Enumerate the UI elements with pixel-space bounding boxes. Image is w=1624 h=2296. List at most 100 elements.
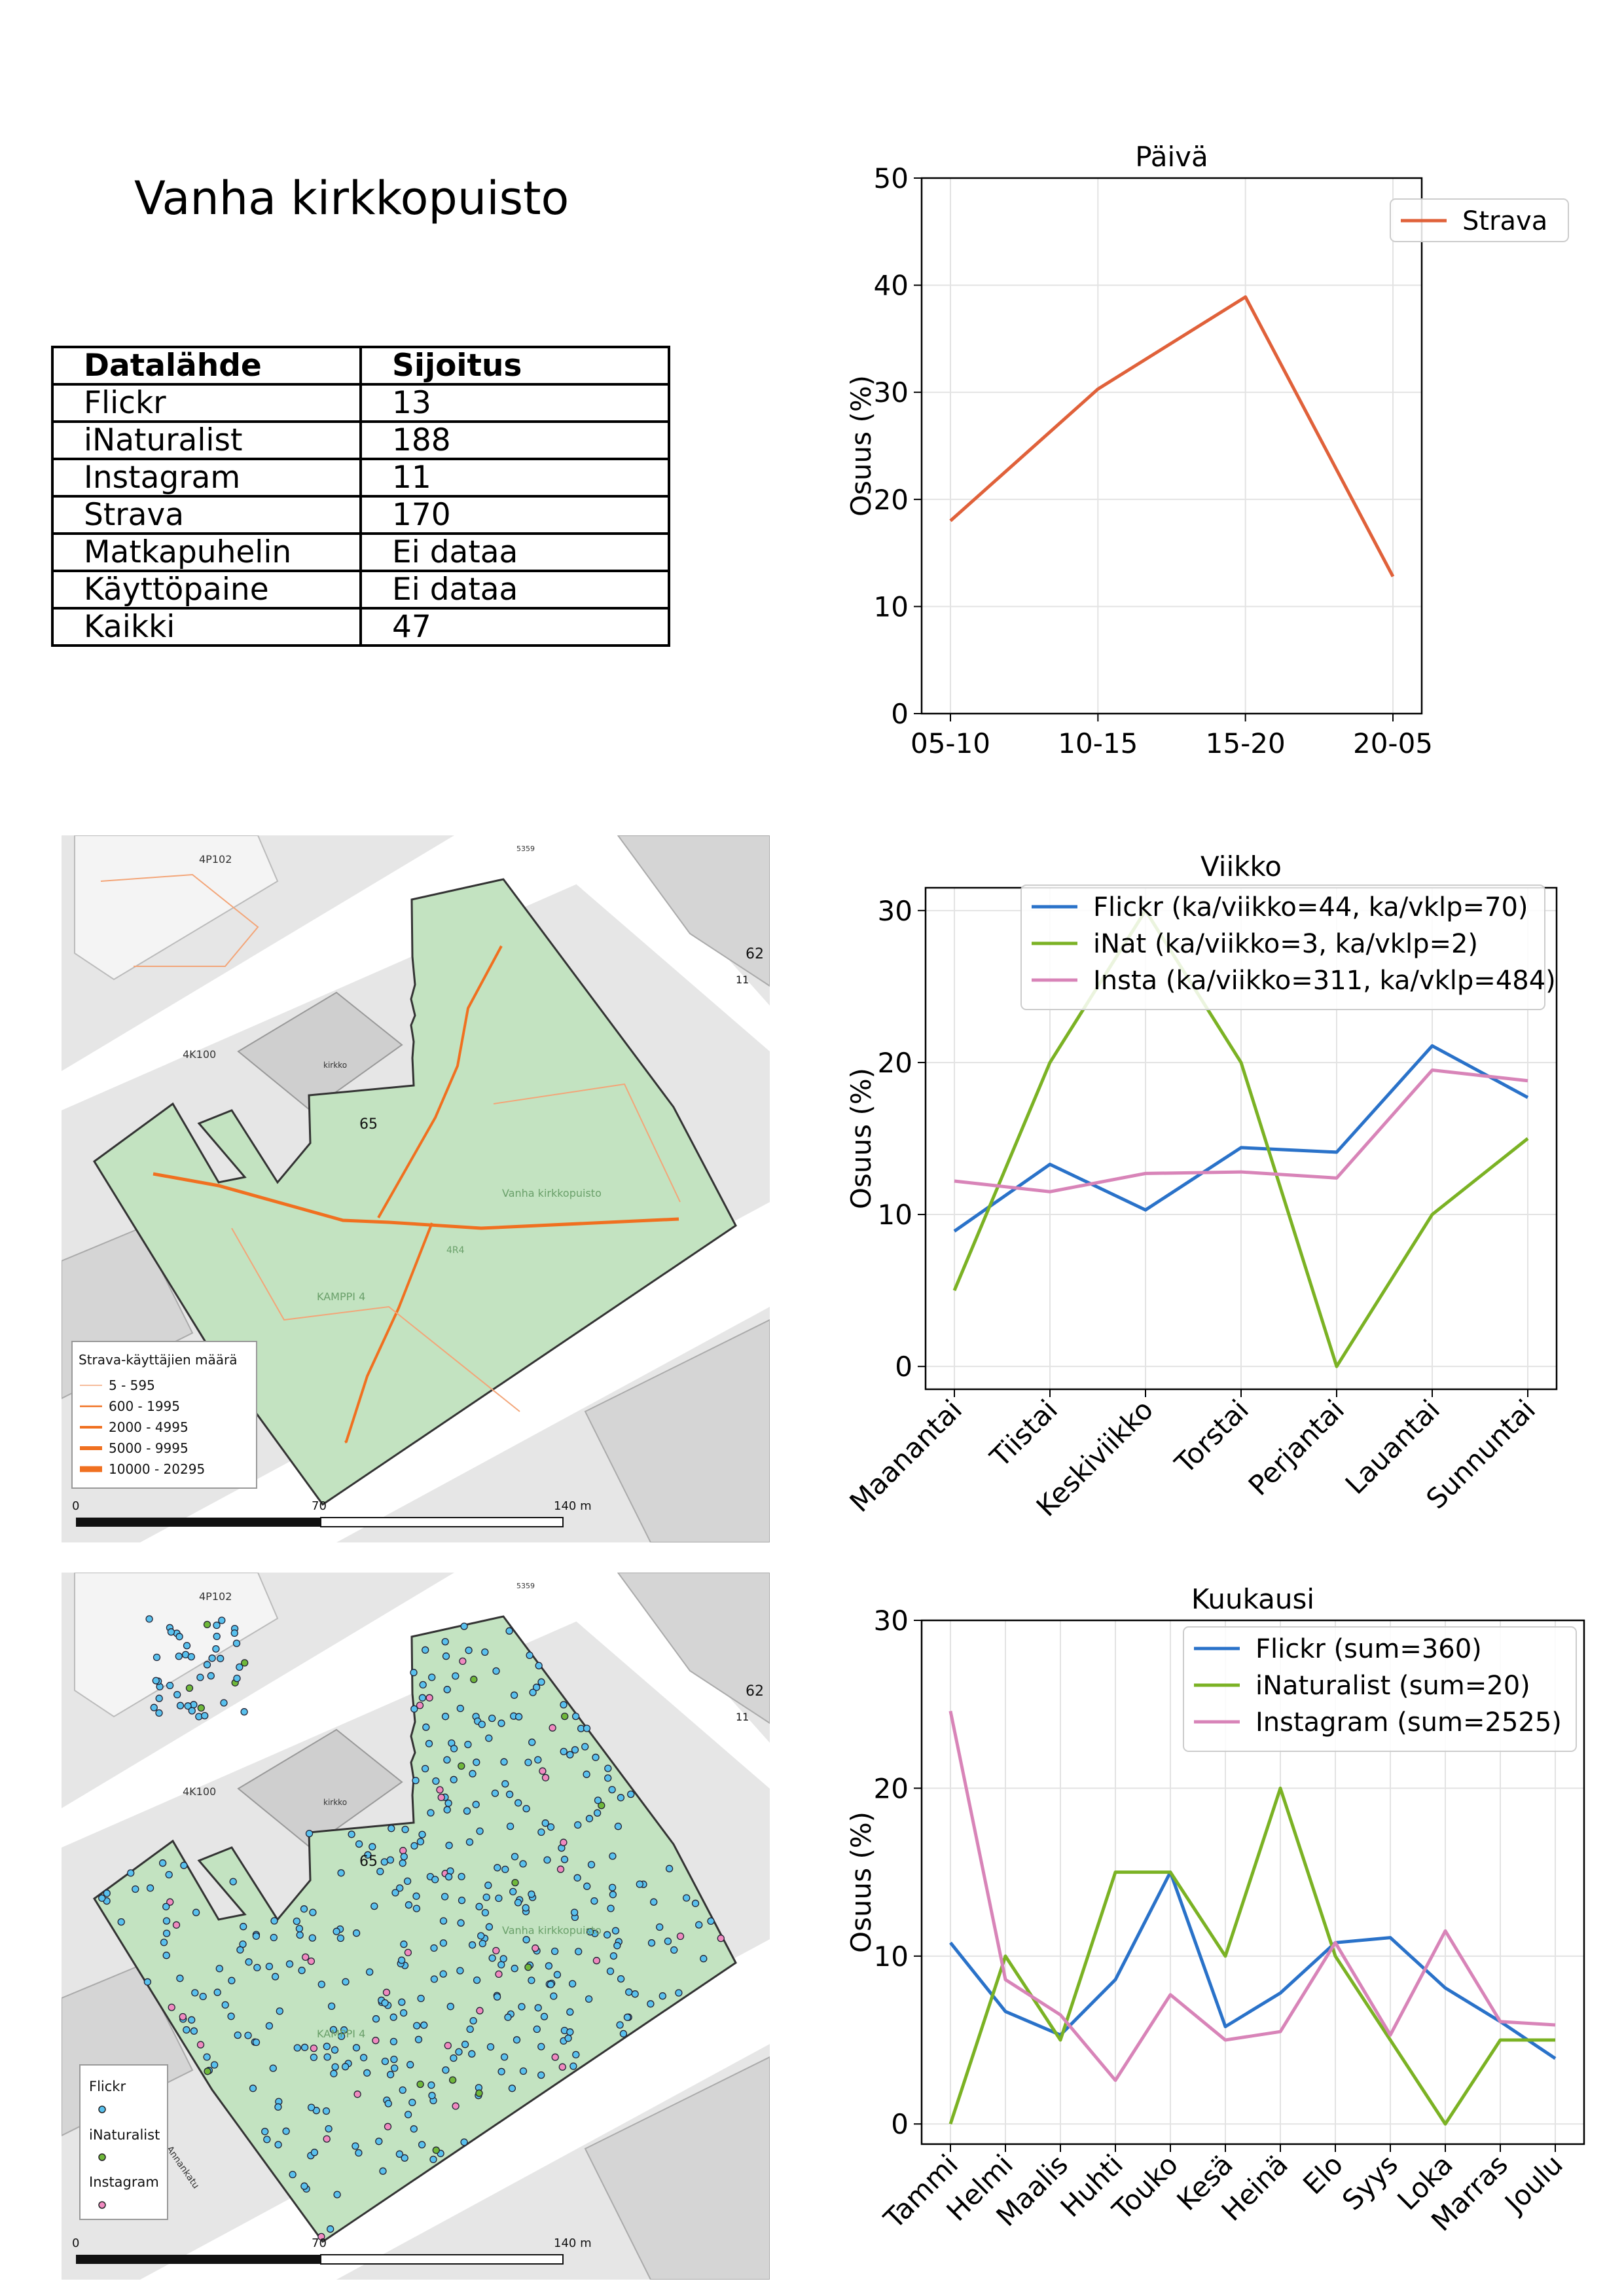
strava-route (153, 1172, 679, 1230)
observation-point (482, 1893, 490, 1901)
observation-point (560, 1701, 568, 1709)
observation-point (240, 1708, 248, 1716)
observation-point (659, 1992, 666, 2000)
series-line (953, 1044, 1529, 1233)
observation-point (564, 2034, 572, 2042)
observation-point (160, 1939, 168, 1946)
observation-point (233, 1674, 241, 1683)
observation-point (372, 2037, 380, 2045)
observation-point (431, 1876, 439, 1884)
observation-point (504, 2013, 512, 2021)
observation-point (340, 2026, 348, 2034)
column-header-rank: Sijoitus (359, 346, 670, 386)
observation-point (155, 1709, 163, 1717)
observation-point (207, 1672, 215, 1680)
source-cell: Kaikki (51, 607, 362, 647)
observation-point (308, 1934, 316, 1942)
observation-point (545, 1962, 553, 1970)
observation-point (330, 2069, 338, 2077)
observation-point (418, 1831, 426, 1838)
observation-point (522, 1936, 530, 1944)
observation-point (539, 1767, 547, 1775)
observation-point (150, 1704, 158, 1711)
observation-point (325, 2124, 333, 2133)
observation-point (162, 1903, 170, 1910)
observation-point (442, 2066, 450, 2074)
observation-point (571, 1712, 580, 1721)
map-label-62: 62 (746, 1683, 764, 1700)
observation-point (647, 2000, 655, 2008)
table-header-row: Datalähde Sijoitus (51, 346, 670, 386)
observation-point (616, 2021, 624, 2029)
observation-point (547, 1823, 555, 1831)
observation-point (607, 1904, 615, 1912)
observation-point (333, 1927, 340, 1935)
observation-point (514, 1899, 522, 1906)
observation-point (369, 1843, 376, 1851)
observation-point (353, 2090, 361, 2098)
observation-point (566, 2008, 574, 2016)
observation-point (522, 1904, 530, 1912)
observation-point (208, 1654, 216, 1662)
observation-point (488, 1954, 496, 1962)
observation-point (477, 1932, 485, 1940)
observation-point (501, 1865, 509, 1874)
observation-point (700, 1955, 708, 1963)
observation-point (162, 1917, 171, 1925)
observation-point (509, 1887, 517, 1896)
observation-point (425, 1694, 433, 1702)
observation-point (458, 1872, 465, 1881)
observation-point (583, 1882, 591, 1890)
observation-point (405, 1901, 413, 1909)
observation-point (441, 1893, 449, 1901)
observation-point (432, 1777, 440, 1785)
strava-route (493, 1083, 681, 1203)
observation-point (404, 2111, 412, 2119)
observation-point (625, 1988, 633, 1996)
map-label-code: 4P102 (199, 1590, 232, 1603)
observation-point (213, 1621, 221, 1630)
observation-point (617, 1975, 625, 1983)
observation-point (534, 1756, 542, 1764)
x-tick-label: 05-10 (911, 727, 990, 759)
map-label-code: 4P102 (199, 853, 232, 866)
x-tick-label: 20-05 (1353, 727, 1433, 759)
series-line (952, 909, 1529, 1368)
observation-point (293, 2044, 301, 2052)
legend-box (71, 1341, 257, 1489)
observation-point (190, 2027, 198, 2035)
observation-point (430, 1975, 439, 1983)
observation-point (532, 1683, 541, 1691)
observation-point (418, 2141, 426, 2149)
table-row: Instagram 11 (51, 458, 670, 498)
legend-item: 10000 - 20295 (109, 1461, 205, 1477)
observation-point (497, 1719, 505, 1727)
observation-point (230, 1629, 238, 1637)
observation-point (519, 2067, 528, 2075)
observation-point (176, 1702, 185, 1709)
observation-point (442, 1652, 450, 1660)
observation-point (192, 1908, 200, 1916)
observation-point (550, 1947, 559, 1956)
observation-point (145, 1615, 153, 1623)
observation-point (560, 1747, 568, 1756)
observation-point (168, 2003, 175, 2011)
observation-point (329, 2026, 338, 2033)
series-line (949, 295, 1395, 577)
observation-point (569, 2062, 577, 2070)
map-label-church: kirkko (323, 1061, 347, 1070)
observation-point (514, 1713, 523, 1721)
legend-box (1183, 1626, 1577, 1752)
observation-point (381, 1999, 389, 2007)
church-building (237, 991, 403, 1112)
scale-segment (320, 1517, 564, 1527)
observation-point (528, 1890, 535, 1898)
observation-point (396, 1884, 404, 1892)
y-tick-label: 10 (878, 1199, 912, 1231)
observation-point (457, 1919, 465, 1927)
observation-point (495, 1970, 503, 1978)
observation-point (375, 2138, 383, 2145)
observation-point (461, 2041, 469, 2049)
table-row: iNaturalist 188 (51, 420, 670, 460)
observation-point (500, 2053, 509, 2061)
